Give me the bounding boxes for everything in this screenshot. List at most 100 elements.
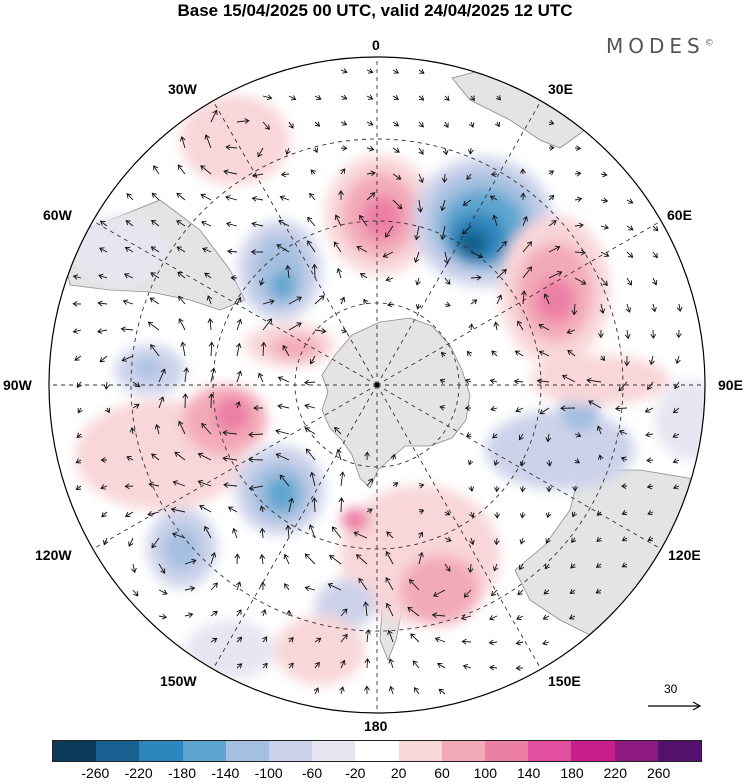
wind-arrow: [647, 381, 654, 390]
wind-arrow: [538, 323, 550, 331]
wind-arrow: [340, 633, 348, 643]
wind-arrow: [76, 381, 82, 388]
wind-arrow: [176, 192, 186, 201]
wind-arrow: [99, 247, 108, 253]
wind-arrow: [103, 381, 110, 390]
wind-arrow: [124, 483, 134, 490]
wind-arrow: [443, 251, 450, 265]
wind-arrow: [543, 589, 550, 595]
wind-arrow: [259, 505, 266, 513]
wind-arrow: [626, 225, 634, 231]
wind-arrow: [386, 531, 394, 539]
lon-label-90w: 90W: [3, 377, 32, 393]
wind-arrow: [285, 524, 292, 539]
wind-arrow: [548, 220, 557, 227]
colorbar-swatch: [441, 741, 486, 761]
map-title: Base 15/04/2025 00 UTC, valid 24/04/2025…: [177, 1, 573, 20]
wind-arrow: [100, 457, 108, 463]
wind-arrow: [418, 531, 423, 539]
lat-lon-grid: [49, 57, 705, 713]
wind-arrow: [493, 459, 500, 466]
lon-label-150w: 150W: [160, 673, 197, 689]
wind-arrow: [392, 94, 399, 100]
wind-arrow: [545, 433, 552, 443]
wind-arrow: [225, 195, 238, 201]
wind-arrow: [618, 381, 628, 392]
wind-arrow: [363, 298, 369, 305]
wind-arrow: [288, 636, 294, 643]
wind-arrow: [340, 145, 348, 152]
wind-arrow: [574, 222, 584, 229]
wind-arrow: [314, 328, 327, 334]
wind-arrow: [329, 555, 342, 565]
wind-arrow: [304, 427, 316, 435]
wind-arrow: [97, 328, 108, 334]
wind-arrow: [465, 432, 472, 438]
negative-anomaly: [75, 215, 165, 285]
colorbar-tick-label: -20: [345, 765, 366, 781]
wind-arrow: [574, 249, 587, 256]
wind-arrow: [444, 536, 452, 542]
wind-arrow: [466, 350, 473, 357]
wind-arrow: [285, 147, 291, 156]
wind-arrow: [262, 121, 271, 130]
wind-arrow: [248, 485, 264, 491]
wind-arrow: [207, 318, 214, 331]
wind-arrow: [439, 378, 446, 385]
wind-arrow: [650, 329, 657, 339]
wind-arrow: [672, 407, 680, 414]
wind-arrow: [415, 303, 422, 310]
wind-arrow: [392, 68, 400, 74]
wind-arrow: [599, 303, 606, 314]
wind-arrow: [412, 660, 420, 669]
wind-arrow: [570, 563, 576, 569]
wind-arrow: [387, 629, 394, 643]
wind-arrow: [340, 68, 348, 74]
wind-arrow: [77, 407, 83, 414]
lon-label-30w: 30W: [168, 81, 197, 97]
wind-arrow: [382, 251, 394, 258]
wind-arrow: [364, 658, 371, 669]
wind-arrow: [100, 484, 108, 490]
wind-arrow: [513, 378, 524, 385]
wind-arrow: [444, 95, 450, 101]
wind-arrow: [147, 321, 160, 331]
wind-arrow: [204, 525, 212, 539]
wind-arrow: [490, 589, 498, 597]
wind-arrow: [544, 563, 550, 570]
wind-arrow: [280, 171, 290, 178]
colorbar-swatch: [96, 741, 140, 761]
wind-arrow: [514, 350, 524, 357]
wind-arrow: [340, 659, 346, 669]
colorbar-swatch: [225, 741, 270, 761]
wind-arrow: [288, 121, 294, 129]
wind-arrow: [491, 350, 498, 357]
wind-arrow: [225, 221, 238, 228]
wind-arrow: [201, 422, 212, 435]
wind-arrow: [432, 589, 446, 597]
wind-arrow: [150, 344, 160, 357]
wind-arrow: [259, 277, 265, 286]
wind-arrow: [626, 277, 632, 286]
wind-arrow: [101, 511, 108, 518]
wind-arrow: [200, 165, 212, 175]
positive-anomaly: [180, 95, 290, 185]
lon-label-150e: 150E: [548, 673, 581, 689]
wind-arrow: [444, 277, 451, 285]
wind-arrow: [444, 563, 451, 572]
wind-arrow: [596, 425, 603, 435]
wind-arrow: [676, 303, 683, 312]
wind-arrow: [227, 506, 238, 513]
wind-arrow: [262, 94, 273, 101]
colorbar-tick-label: -220: [124, 765, 153, 781]
wind-arrow: [438, 688, 446, 695]
wind-arrow: [496, 268, 507, 279]
meridian-line: [211, 384, 378, 672]
wind-arrow: [392, 173, 402, 180]
positive-anomaly: [214, 397, 250, 433]
wind-arrow: [444, 510, 451, 516]
wind-arrow: [210, 582, 218, 591]
wind-arrow: [275, 428, 290, 435]
positive-anomaly: [362, 196, 402, 240]
wind-arrow: [236, 636, 243, 643]
